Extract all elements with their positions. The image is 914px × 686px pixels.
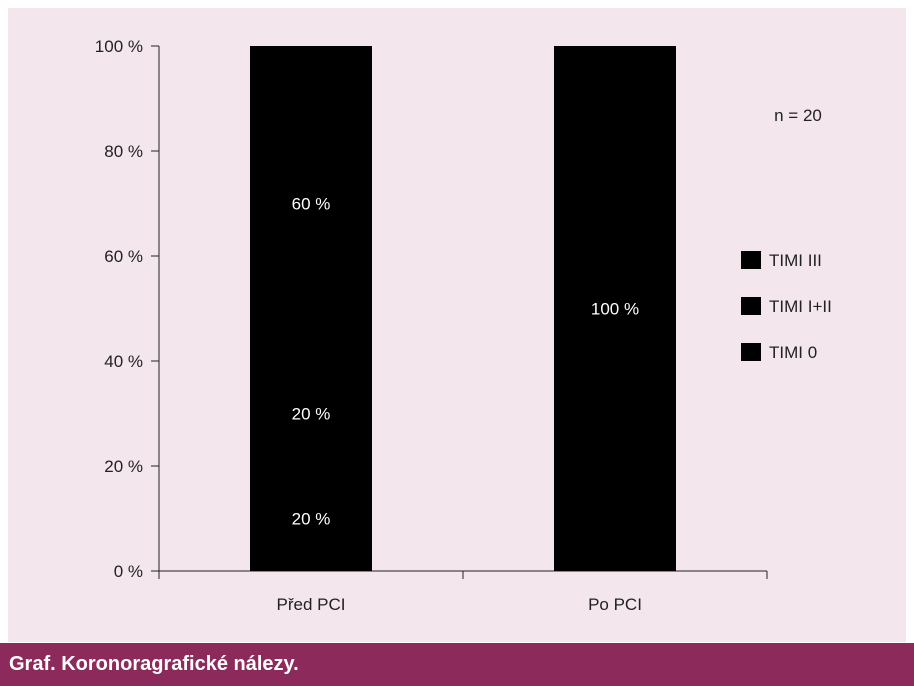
bar-segment	[250, 361, 372, 466]
y-tick-label: 40 %	[104, 352, 143, 371]
legend-swatch	[741, 251, 761, 269]
figure-caption: Graf. Koronoragrafické nálezy.	[0, 643, 914, 686]
bar-value-label: 100 %	[591, 300, 639, 319]
bar-value-label: 20 %	[292, 405, 331, 424]
legend-swatch	[741, 343, 761, 361]
y-tick-label: 0 %	[114, 562, 143, 581]
bars	[250, 46, 676, 571]
legend: TIMI III TIMI I+II TIMI 0	[741, 251, 832, 362]
axes: 0 % 20 % 40 % 60 % 80 % 100 % Před PCI Po PCI	[95, 37, 768, 614]
bar-value-label: 20 %	[292, 510, 331, 529]
legend-label: TIMI 0	[769, 343, 817, 362]
legend-swatch	[741, 297, 761, 315]
bar-segment	[250, 466, 372, 571]
x-tick-label: Před PCI	[277, 595, 346, 614]
x-tick-label: Po PCI	[588, 595, 642, 614]
bar-value-label: 60 %	[292, 195, 331, 214]
bar-labels: 20 % 20 % 60 % 100 %	[292, 195, 639, 529]
plot-area: 0 % 20 % 40 % 60 % 80 % 100 % Před PCI Po PCI 2…	[8, 8, 906, 642]
legend-label: TIMI I+II	[769, 297, 832, 316]
y-tick-label: 20 %	[104, 457, 143, 476]
legend-label: TIMI III	[769, 251, 822, 270]
y-tick-label: 100 %	[95, 37, 143, 56]
y-tick-label: 60 %	[104, 247, 143, 266]
bar-segment	[250, 46, 372, 361]
bar-segment	[554, 46, 676, 571]
sample-size-annotation: n = 20	[774, 106, 822, 125]
stacked-bar-chart: 0 % 20 % 40 % 60 % 80 % 100 % Před PCI Po PCI 2…	[95, 37, 832, 614]
y-tick-label: 80 %	[104, 142, 143, 161]
